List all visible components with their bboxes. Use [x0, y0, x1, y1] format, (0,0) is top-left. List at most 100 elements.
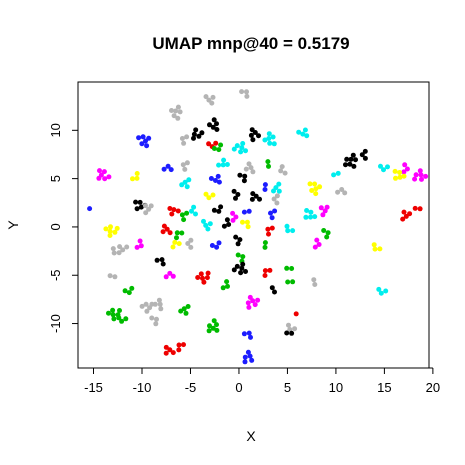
y-tick-label: -10: [48, 314, 63, 333]
scatter-point-black: [253, 193, 259, 199]
scatter-point-gray: [279, 164, 285, 170]
scatter-point-magenta: [316, 242, 322, 247]
scatter-point-yellow: [130, 176, 135, 182]
scatter-point-red: [403, 213, 409, 219]
scatter-point-green: [289, 266, 295, 271]
scatter-point-magenta: [314, 237, 320, 243]
scatter-point-cyan: [304, 133, 310, 139]
scatter-point-black: [214, 127, 220, 132]
y-tick-label: 0: [48, 223, 63, 230]
scatter-point-blue: [168, 167, 174, 173]
scatter-point-green: [117, 308, 122, 313]
scatter-point-cyan: [290, 228, 296, 234]
scatter-point-black: [249, 127, 255, 133]
scatter-point-gray: [169, 108, 174, 113]
scatter-point-cyan: [262, 137, 268, 143]
scatter-point-black: [284, 330, 290, 336]
scatter-point-cyan: [234, 143, 240, 149]
scatter-point-blue: [249, 357, 255, 363]
scatter-point-gray: [144, 308, 150, 314]
y-axis-label: Y: [5, 220, 21, 230]
scatter-point-yellow: [114, 225, 120, 231]
scatter-point-magenta: [320, 212, 326, 218]
scatter-point-gray: [188, 237, 194, 243]
y-tick-label: 10: [48, 123, 63, 137]
scatter-point-yellow: [107, 233, 113, 238]
scatter-point-red: [407, 211, 413, 217]
scatter-point-green: [240, 254, 246, 260]
scatter-point-black: [351, 163, 357, 169]
scatter-point-black: [199, 130, 205, 136]
scatter-point-black: [343, 162, 348, 168]
scatter-point-magenta: [233, 214, 239, 220]
x-tick-label: 10: [329, 380, 343, 395]
scatter-point-green: [123, 316, 129, 322]
scatter-point-gray: [142, 203, 148, 209]
scatter-point-black: [233, 195, 238, 201]
scatter-point-magenta: [255, 297, 261, 303]
scatter-point-cyan: [203, 222, 209, 228]
scatter-point-green: [183, 310, 189, 316]
scatter-point-black: [137, 199, 143, 205]
scatter-point-magenta: [96, 175, 102, 181]
scatter-point-gray: [148, 203, 154, 209]
scatter-point-gray: [153, 321, 159, 327]
scatter-point-black: [211, 207, 217, 213]
scatter-point-magenta: [412, 176, 418, 182]
scatter-point-gray: [311, 277, 317, 283]
scatter-point-green: [174, 230, 180, 236]
scatter-point-gray: [185, 241, 191, 246]
scatter-point-yellow: [371, 242, 377, 248]
y-tick-label: 5: [48, 175, 63, 182]
scatter-point-blue: [242, 354, 248, 360]
scatter-point-blue: [213, 178, 218, 183]
scatter-point-gray: [184, 134, 190, 140]
scatter-point-red: [400, 216, 406, 222]
scatter-point-gray: [210, 94, 216, 100]
scatter-point-yellow: [103, 226, 109, 232]
scatter-point-gray: [274, 193, 280, 199]
scatter-point-black: [133, 199, 139, 205]
scatter-point-gray: [146, 206, 152, 212]
scatter-point-black: [216, 208, 222, 214]
scatter-point-gray: [177, 109, 183, 115]
scatter-point-magenta: [101, 169, 107, 175]
scatter-point-black: [159, 257, 165, 263]
scatter-point-green: [119, 318, 125, 324]
scatter-point-blue: [136, 135, 142, 141]
scatter-point-red: [167, 347, 173, 353]
scatter-point-blue: [241, 331, 247, 337]
scatter-point-red: [163, 350, 169, 356]
scatter-point-green: [262, 240, 268, 246]
scatter-point-cyan: [381, 167, 386, 173]
scatter-point-black: [196, 133, 202, 139]
scatter-point-red: [200, 275, 205, 281]
scatter-point-red: [266, 231, 271, 237]
scatter-point-yellow: [210, 192, 216, 198]
scatter-point-red: [167, 206, 173, 211]
scatter-point-blue: [208, 176, 214, 181]
scatter-point-magenta: [97, 168, 102, 174]
scatter-point-cyan: [179, 182, 185, 188]
scatter-point-blue: [87, 206, 93, 212]
scatter-point-black: [249, 196, 255, 202]
scatter-point-black: [359, 152, 365, 158]
scatter-point-blue: [214, 244, 220, 250]
scatter-point-green: [184, 210, 190, 216]
scatter-point-green: [211, 318, 217, 324]
scatter-point-black: [233, 234, 239, 240]
scatter-point-blue: [262, 187, 268, 192]
scatter-point-black: [344, 156, 350, 162]
scatter-point-gray: [312, 282, 318, 287]
scatter-point-red: [204, 275, 210, 281]
scatter-point-yellow: [401, 173, 407, 179]
scatter-point-black: [269, 285, 275, 291]
scatter-point-gray: [286, 322, 291, 328]
x-tick-label: 0: [235, 380, 242, 395]
scatter-point-gray: [274, 200, 280, 206]
scatter-point-cyan: [221, 157, 227, 163]
scatter-point-black: [348, 156, 354, 162]
scatter-point-yellow: [397, 170, 403, 175]
scatter-point-black: [226, 222, 232, 227]
scatter-point-magenta: [419, 176, 424, 182]
